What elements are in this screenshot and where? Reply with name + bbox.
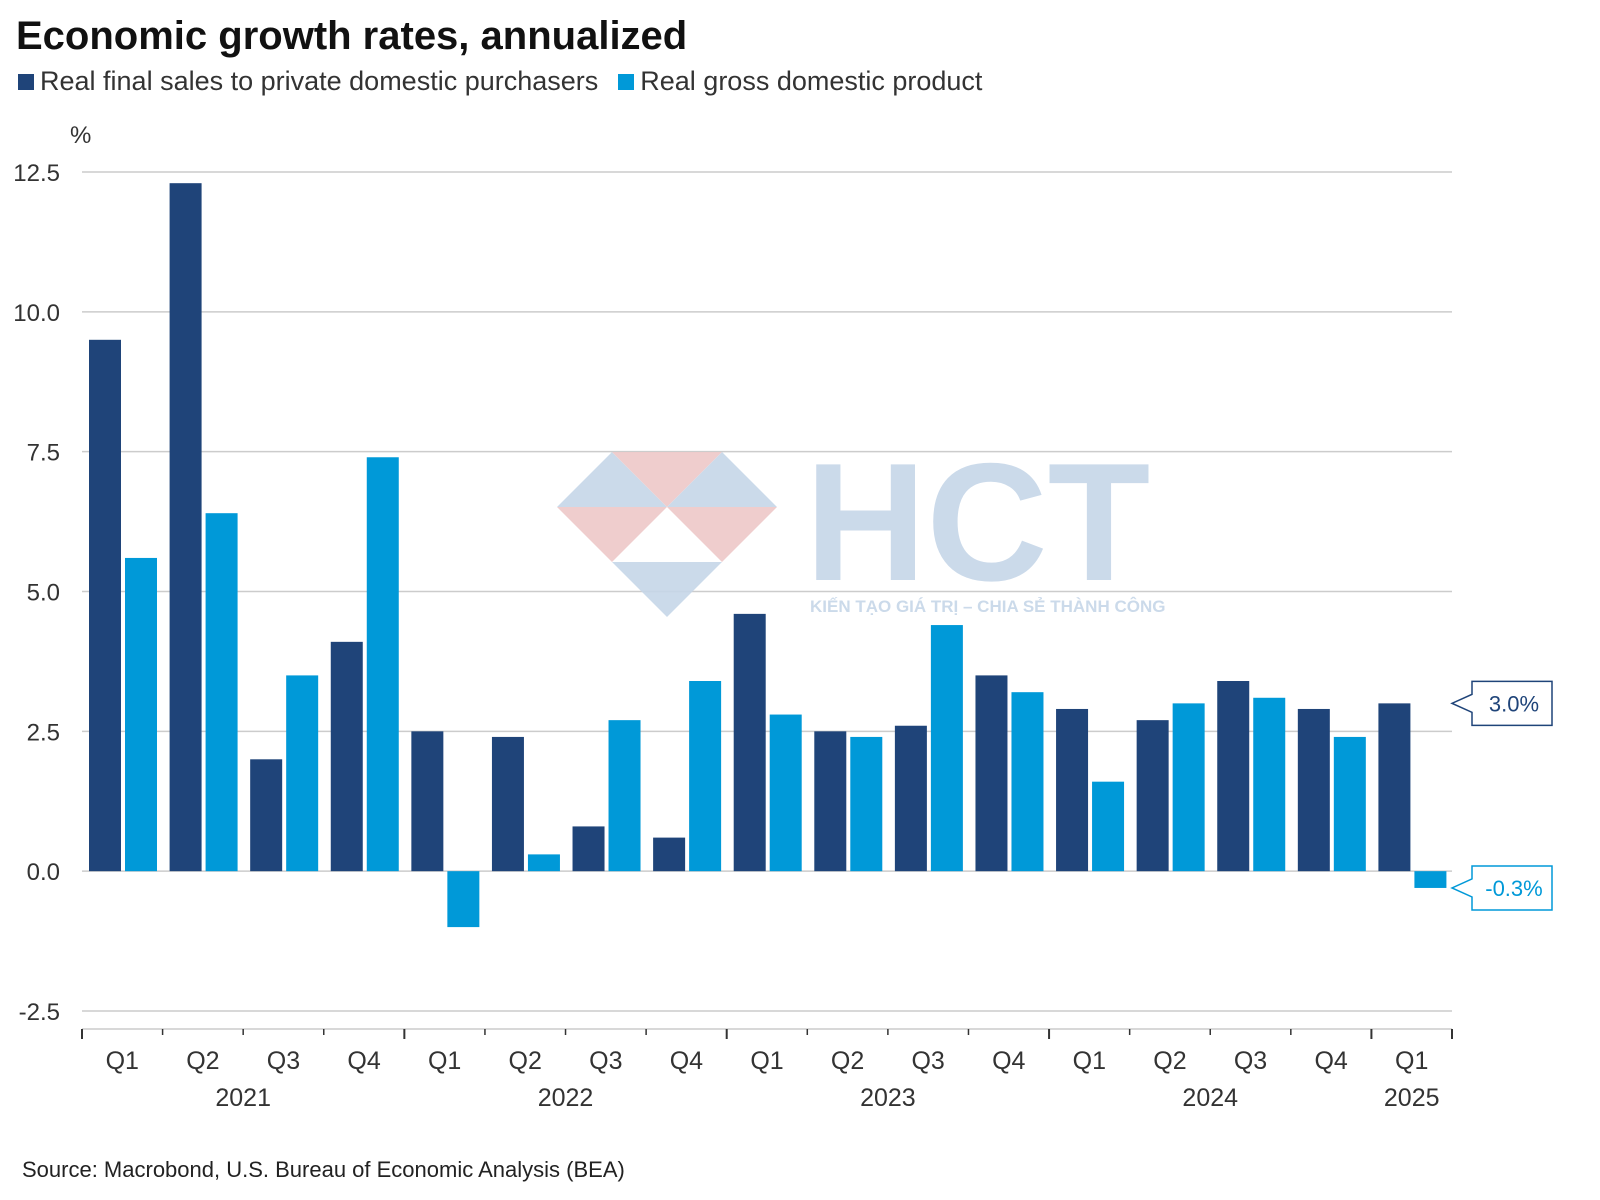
bar-private-sales [894, 725, 927, 872]
bar-private-sales [330, 641, 363, 872]
bar-gdp [1253, 697, 1286, 872]
x-tick-label: Q4 [670, 1047, 703, 1075]
chart-title: Economic growth rates, annualized [16, 14, 688, 58]
y-tick-label: -2.5 [19, 999, 60, 1026]
x-tick-label: Q1 [1395, 1047, 1428, 1075]
y-tick-label: 7.5 [27, 440, 60, 467]
bar-gdp [930, 625, 963, 872]
legend-label-gdp: Real gross domestic product [640, 66, 983, 96]
x-tick-label: Q4 [1314, 1047, 1347, 1075]
bar-private-sales [89, 339, 121, 872]
y-tick-label: 12.5 [13, 160, 60, 187]
annotation-label: 3.0% [1489, 691, 1539, 716]
bar-gdp [366, 457, 399, 872]
bar-private-sales [1056, 708, 1089, 872]
annotations-layer: 3.0% -0.3% [1450, 680, 1553, 911]
watermark-tagline: KIẾN TẠO GIÁ TRỊ – CHIA SẺ THÀNH CÔNG [810, 597, 1165, 616]
legend-item-gdp: Real gross domestic product [618, 66, 982, 97]
bar-gdp [850, 736, 883, 872]
x-tick-label: Q1 [106, 1047, 139, 1075]
watermark: HCT KIẾN TẠO GIÁ TRỊ – CHIA SẺ THÀNH CÔN… [557, 428, 1165, 617]
bar-private-sales [250, 759, 283, 872]
x-tick-label: Q1 [428, 1047, 461, 1075]
bar-gdp [527, 854, 560, 872]
x-year-label: 2024 [1182, 1084, 1238, 1112]
x-tick-label: Q3 [1234, 1047, 1267, 1075]
annotation-label: -0.3% [1485, 876, 1542, 901]
bar-gdp [608, 720, 641, 872]
x-tick-label: Q3 [911, 1047, 944, 1075]
bar-gdp [1092, 781, 1125, 872]
bar-private-sales [653, 837, 686, 872]
bar-private-sales [1378, 703, 1411, 872]
bars-layer [89, 183, 1447, 928]
y-tick-label: 5.0 [27, 580, 60, 607]
y-tick-label: 10.0 [13, 300, 60, 327]
bar-gdp [286, 675, 319, 872]
x-tick-label: Q4 [992, 1047, 1025, 1075]
watermark-logo-shape [667, 452, 777, 507]
bar-gdp [1172, 703, 1205, 872]
x-year-label: 2022 [538, 1084, 594, 1112]
watermark-logo-text: HCT [805, 428, 1150, 616]
legend-label-private-sales: Real final sales to private domestic pur… [40, 66, 599, 96]
watermark-logo-shape [612, 562, 722, 617]
x-tick-label: Q2 [509, 1047, 542, 1075]
legend-swatch-dark [18, 73, 34, 90]
annotation-box [1450, 680, 1553, 727]
x-tick-label: Q2 [831, 1047, 864, 1075]
bar-gdp [1011, 692, 1044, 872]
x-tick-label: Q4 [347, 1047, 380, 1075]
x-tick-label: Q2 [1153, 1047, 1186, 1075]
y-tick-label: 2.5 [27, 719, 60, 746]
bar-gdp [1414, 871, 1447, 888]
bar-private-sales [1297, 708, 1330, 872]
bar-private-sales [733, 613, 766, 872]
bar-private-sales [169, 183, 202, 872]
x-year-label: 2025 [1384, 1084, 1440, 1112]
x-tick-label: Q1 [750, 1047, 783, 1075]
y-axis-label: % [70, 122, 91, 149]
x-year-label: 2021 [215, 1084, 271, 1112]
bar-gdp [769, 714, 802, 872]
bar-private-sales [572, 826, 605, 872]
x-tick-label: Q1 [1073, 1047, 1106, 1075]
bar-private-sales [491, 736, 524, 872]
bar-gdp [125, 557, 157, 872]
watermark-logo-shape [557, 507, 667, 562]
legend-item-private-sales: Real final sales to private domestic pur… [18, 66, 598, 97]
bar-private-sales [975, 675, 1008, 872]
annotation-box [1450, 865, 1553, 911]
grid-layer: 12.5 10.0 7.5 5.0 2.5 0.0 -2.5 [13, 160, 1452, 1026]
watermark-logo-shape [557, 452, 667, 507]
bar-private-sales [411, 731, 444, 872]
x-tick-label: Q2 [186, 1047, 219, 1075]
axis-layer: Q1 Q2 Q3 Q4 Q1 Q2 Q3 Q4 Q1 Q2 Q3 Q4 Q1 Q2 Q3 Q4 Q1 2021 20… [81, 1028, 1453, 1112]
legend-swatch-light [618, 73, 635, 90]
bar-gdp [1333, 736, 1366, 872]
bar-private-sales [814, 731, 847, 872]
legend: Real final sales to private domestic pur… [18, 66, 982, 97]
y-tick-label: 0.0 [27, 859, 60, 886]
bar-gdp [205, 513, 238, 872]
watermark-logo-shape [612, 452, 722, 507]
bar-gdp [689, 680, 722, 872]
x-year-label: 2023 [860, 1084, 916, 1112]
source-note: Source: Macrobond, U.S. Bureau of Econom… [22, 1157, 625, 1182]
x-tick-label: Q3 [267, 1047, 300, 1075]
bar-gdp [447, 871, 480, 928]
watermark-logo-shape [667, 507, 777, 562]
bar-private-sales [1136, 720, 1169, 872]
bar-private-sales [1217, 680, 1250, 872]
x-tick-label: Q3 [589, 1047, 622, 1075]
